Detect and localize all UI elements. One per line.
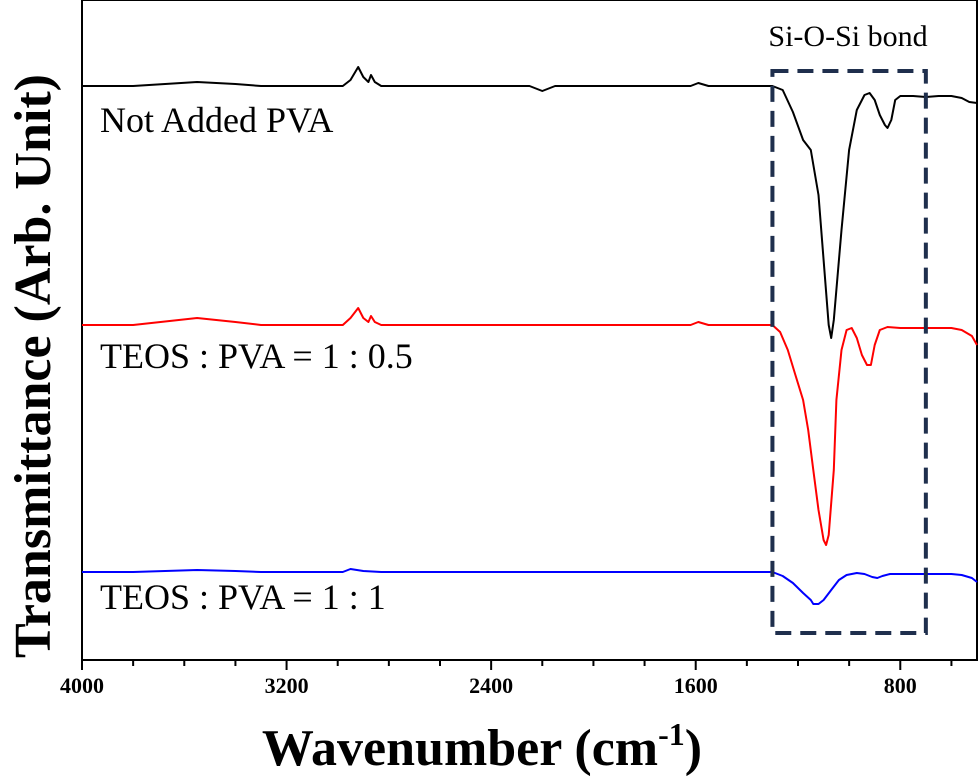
x-tick-label: 2400 [469, 673, 513, 698]
series-label-not-added-pva: Not Added PVA [100, 100, 333, 140]
series-label-teos-pva-1: TEOS : PVA = 1 : 1 [100, 577, 386, 617]
x-tick-label: 800 [884, 673, 917, 698]
x-tick-label: 1600 [674, 673, 718, 698]
y-axis-label: Transmittance (Arb. Unit) [5, 74, 62, 658]
series-label-teos-pva-0-5: TEOS : PVA = 1 : 0.5 [100, 336, 413, 376]
x-tick-label: 3200 [265, 673, 309, 698]
series-line-1 [82, 307, 978, 546]
si-o-si-annotation-label: Si-O-Si bond [768, 20, 927, 53]
si-o-si-annotation-box [770, 69, 928, 635]
x-axis-tick-labels: 4000 3200 2400 1600 800 [60, 673, 917, 698]
x-tick-label: 4000 [60, 673, 104, 698]
plot-frame [81, 0, 978, 661]
x-axis-ticks [81, 660, 953, 670]
series-line-0 [82, 66, 978, 339]
x-axis-label: Wavenumber (cm-1) [262, 716, 702, 777]
spectra [82, 66, 978, 605]
series-line-2 [82, 568, 978, 605]
